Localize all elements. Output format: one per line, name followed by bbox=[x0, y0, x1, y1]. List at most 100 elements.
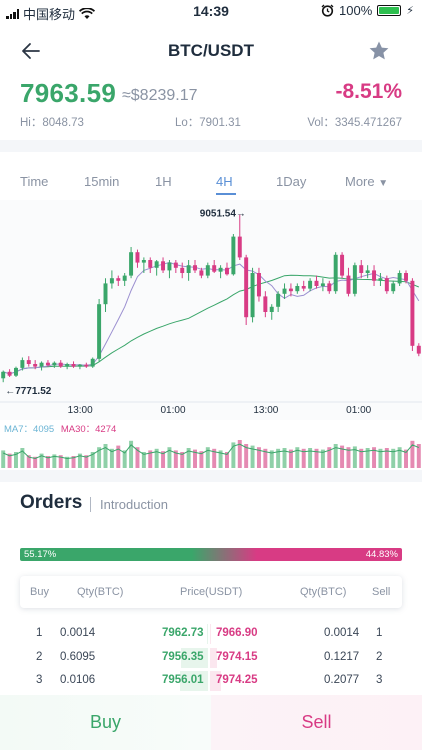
volume-bar bbox=[20, 448, 25, 468]
volume-bar bbox=[141, 452, 146, 468]
candle-body bbox=[39, 362, 44, 367]
volume-bar bbox=[135, 447, 140, 468]
active-tab-indicator bbox=[216, 193, 236, 195]
candle-body bbox=[391, 283, 396, 292]
tab-15min[interactable]: 15min bbox=[84, 174, 120, 189]
x-tick-label: 01:00 bbox=[346, 405, 371, 416]
candle-body bbox=[135, 252, 140, 263]
price-summary: 7963.59 ≈$8239.17 -8.51% bbox=[20, 78, 402, 110]
tab-1h[interactable]: 1H bbox=[155, 174, 172, 189]
header-qty-buy: Qty(BTC) bbox=[77, 586, 124, 598]
candle-body bbox=[372, 270, 377, 281]
buy-depth-bar bbox=[180, 671, 208, 691]
battery-icon bbox=[377, 5, 402, 16]
volume-bar bbox=[352, 446, 357, 468]
candle-body bbox=[33, 364, 38, 367]
buy-qty: 0.0106 bbox=[60, 674, 96, 686]
candle-body bbox=[97, 304, 102, 359]
tab-4h[interactable]: 4H bbox=[216, 174, 233, 189]
header-sell: Sell bbox=[372, 586, 391, 598]
sell-ratio: 44.83% bbox=[365, 549, 398, 560]
charging-icon: ⚡ bbox=[406, 5, 414, 17]
candle-body bbox=[263, 296, 268, 312]
introduction-tab[interactable]: Introduction bbox=[100, 497, 168, 512]
volume-bar bbox=[244, 444, 249, 468]
buy-index: 2 bbox=[36, 651, 43, 663]
candle-body bbox=[295, 286, 300, 292]
candle-body bbox=[225, 267, 229, 275]
buy-button[interactable]: Buy bbox=[0, 695, 211, 750]
volume-bar bbox=[397, 447, 402, 468]
status-left: 中国移动 bbox=[6, 4, 96, 23]
header-buy: Buy bbox=[30, 586, 49, 598]
candle-body bbox=[359, 265, 364, 273]
volume-bar bbox=[154, 448, 159, 468]
tab-more[interactable]: More ▼ bbox=[345, 174, 388, 189]
candle-body bbox=[173, 262, 178, 268]
favorite-star-icon[interactable] bbox=[368, 40, 390, 62]
candle-body bbox=[256, 273, 261, 297]
buy-sell-ratio-bar: 55.17% 44.83% bbox=[20, 548, 402, 561]
volume-bar bbox=[231, 442, 236, 468]
candle-body bbox=[340, 254, 345, 276]
candle-body bbox=[205, 265, 210, 276]
candle-body bbox=[167, 262, 172, 271]
candle-body bbox=[404, 273, 408, 281]
orderbook-row[interactable]: 3 0.0106 7956.01 7974.25 0.2077 3 bbox=[20, 670, 402, 692]
candle-body bbox=[308, 280, 313, 289]
carrier-name: 中国移动 bbox=[23, 7, 76, 22]
interval-tabs: Time 15min 1H 4H 1Day More ▼ bbox=[0, 163, 422, 199]
candle-body bbox=[352, 265, 357, 294]
signal-icon bbox=[6, 8, 19, 19]
candlestick-chart[interactable]: 9051.54→ ←7771.52 13:00 01:00 13:00 01:00 bbox=[0, 200, 422, 420]
tab-time[interactable]: Time bbox=[20, 174, 49, 189]
alarm-icon bbox=[321, 4, 334, 17]
ma7-label: MA7：4095 bbox=[4, 424, 55, 435]
back-arrow-icon[interactable] bbox=[20, 40, 42, 62]
volume-bar bbox=[225, 452, 229, 468]
candle-body bbox=[416, 345, 421, 354]
volume-bar bbox=[384, 448, 389, 468]
buy-price: 7956.01 bbox=[162, 674, 204, 686]
candle-body bbox=[269, 306, 274, 312]
ma30-label: MA30：4274 bbox=[60, 424, 117, 435]
low-price: Lo：7901.31 bbox=[175, 117, 241, 129]
sell-qty: 0.0014 bbox=[324, 627, 360, 639]
candle-body bbox=[180, 267, 185, 273]
usd-price: ≈$8239.17 bbox=[122, 87, 198, 104]
volume-bar bbox=[365, 448, 370, 468]
volume-bar bbox=[346, 447, 351, 468]
orderbook-row[interactable]: 2 0.6095 7956.35 7974.15 0.1217 2 bbox=[20, 647, 402, 669]
status-time: 14:39 bbox=[193, 3, 229, 19]
candle-body bbox=[237, 236, 242, 258]
volume-bar bbox=[276, 448, 281, 468]
volume: Vol：3345.471267 bbox=[307, 117, 402, 129]
volume-bar bbox=[269, 450, 274, 468]
volume-bar bbox=[161, 451, 166, 468]
volume-bar bbox=[180, 452, 185, 468]
candle-body bbox=[410, 280, 415, 346]
price-stats: Hi：8048.73 Lo：7901.31 Vol：3345.471267 bbox=[20, 114, 402, 130]
volume-bar bbox=[372, 447, 377, 468]
x-tick-label: 13:00 bbox=[253, 405, 278, 416]
tab-1day[interactable]: 1Day bbox=[276, 174, 307, 189]
tab-more-label: More bbox=[345, 174, 375, 189]
candle-body bbox=[250, 273, 255, 318]
candle-body bbox=[333, 254, 338, 292]
candle-body bbox=[212, 265, 217, 272]
min-price-annotation: ←7771.52 bbox=[5, 386, 52, 397]
volume-bar bbox=[52, 454, 57, 468]
candle-body bbox=[58, 362, 63, 367]
candle-body bbox=[314, 280, 319, 286]
page-title: BTC/USDT bbox=[168, 41, 254, 60]
candle-body bbox=[282, 288, 287, 294]
volume-bar bbox=[173, 450, 178, 468]
volume-bar bbox=[340, 445, 345, 468]
volume-bar bbox=[116, 445, 121, 468]
candle-body bbox=[397, 273, 402, 284]
sell-button[interactable]: Sell bbox=[211, 695, 422, 750]
candle-body bbox=[288, 288, 293, 292]
candle-body bbox=[109, 278, 114, 284]
volume-bar bbox=[97, 447, 102, 468]
orderbook-row[interactable]: 1 0.0014 7962.73 7966.90 0.0014 1 bbox=[20, 623, 402, 645]
